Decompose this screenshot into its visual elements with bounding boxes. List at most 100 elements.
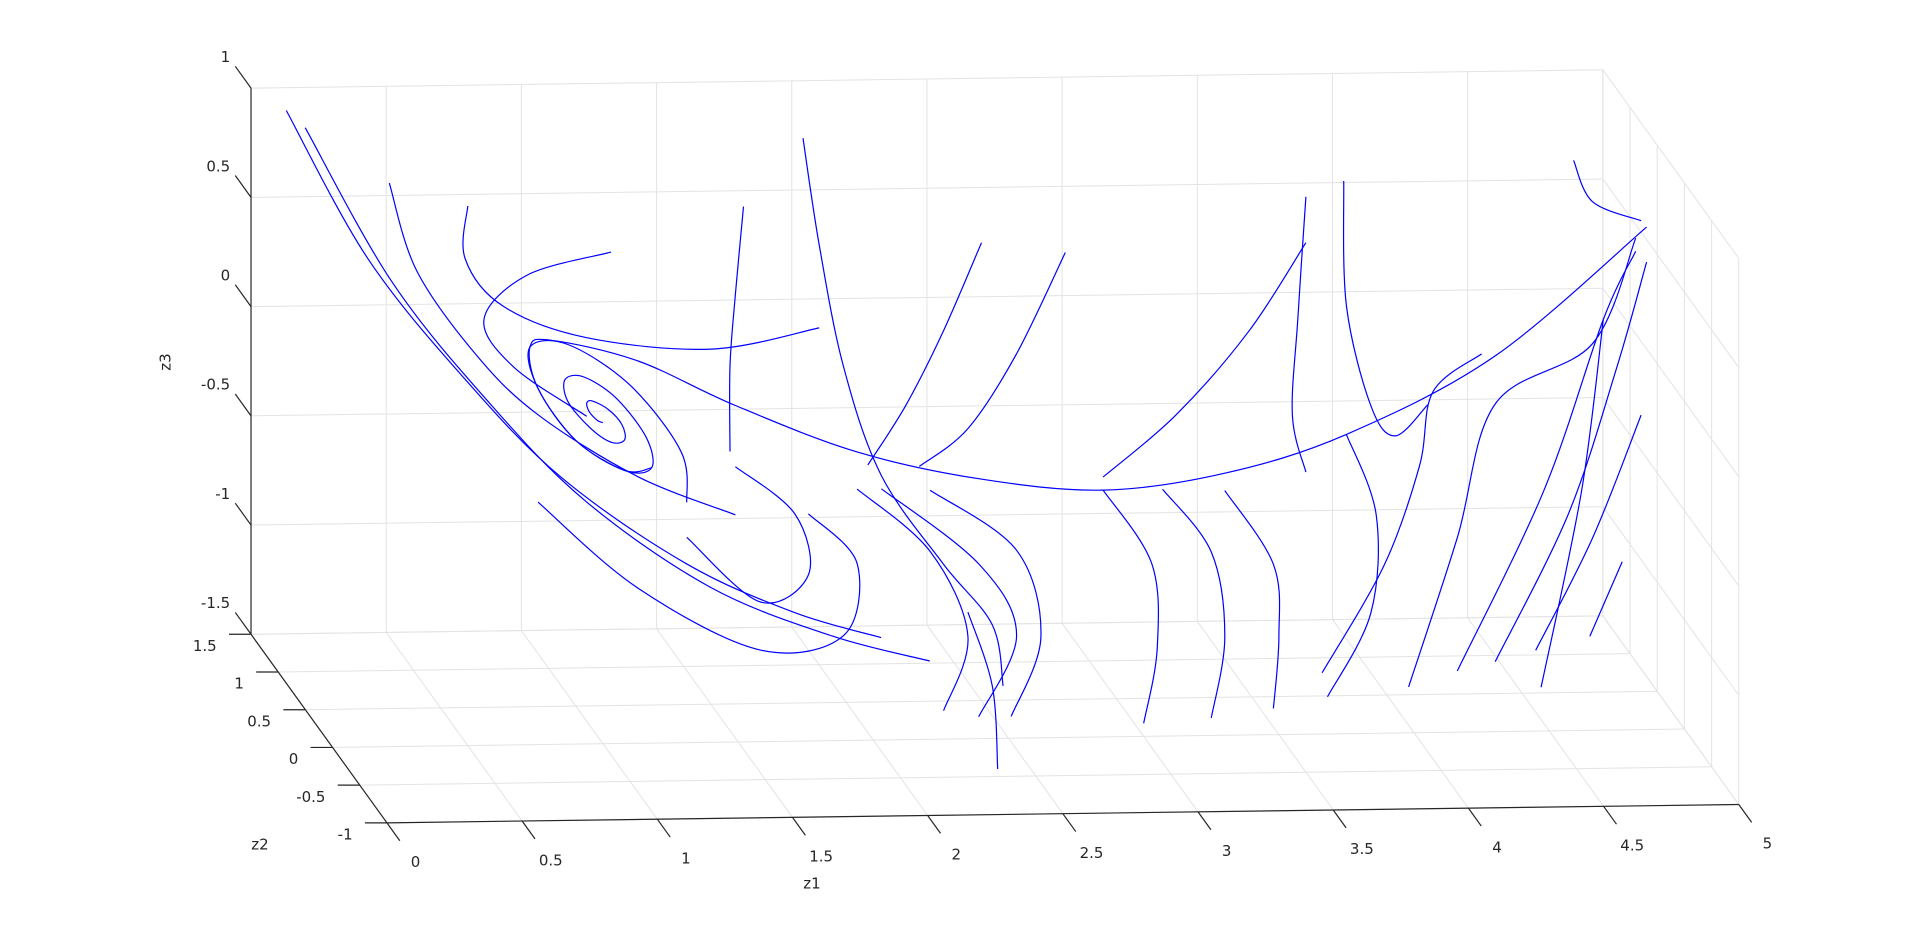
trajectory bbox=[918, 252, 1066, 467]
trajectory bbox=[729, 206, 745, 452]
trajectory bbox=[802, 138, 1004, 687]
trajectory bbox=[1408, 237, 1637, 688]
trajectory bbox=[1494, 261, 1648, 662]
trajectory bbox=[856, 488, 969, 711]
grid-line bbox=[656, 628, 793, 818]
z-tick-label: 0 bbox=[221, 267, 231, 285]
x-tick-label: 4.5 bbox=[1620, 837, 1644, 855]
trajectory bbox=[388, 182, 736, 516]
x-axis-label: z1 bbox=[803, 875, 820, 893]
trajectory bbox=[1456, 251, 1637, 672]
y-tick-label: 1 bbox=[234, 675, 244, 693]
z-tick-label: -1.5 bbox=[201, 594, 230, 612]
trajectory bbox=[304, 127, 930, 662]
grid-line bbox=[251, 287, 1603, 308]
trajectory bbox=[1162, 488, 1226, 719]
trajectory bbox=[867, 242, 983, 466]
trajectory bbox=[967, 611, 999, 770]
x-tick bbox=[656, 818, 671, 838]
z-axis-label: z3 bbox=[157, 353, 175, 370]
z-tick-label: 1 bbox=[221, 48, 231, 66]
grid-line bbox=[520, 630, 658, 820]
grid-line bbox=[251, 506, 1603, 526]
x-tick-label: 2.5 bbox=[1080, 844, 1104, 862]
z-tick-label: -0.5 bbox=[201, 376, 230, 394]
grid-line bbox=[1602, 506, 1740, 696]
x-tick bbox=[1062, 813, 1077, 832]
trajectory bbox=[462, 205, 820, 350]
trajectory bbox=[1102, 242, 1307, 478]
grid-line bbox=[251, 69, 1603, 89]
grid-line bbox=[251, 178, 1603, 198]
x-tick-label: 0.5 bbox=[539, 851, 563, 869]
grid-line bbox=[1602, 615, 1740, 805]
x-tick bbox=[1738, 804, 1753, 823]
x-tick bbox=[927, 815, 942, 834]
grid-line bbox=[1602, 69, 1740, 259]
x-tick-label: 3 bbox=[1222, 842, 1232, 860]
trajectory bbox=[1326, 434, 1379, 698]
y-tick-label: -0.5 bbox=[296, 788, 325, 806]
z-tick bbox=[234, 393, 252, 417]
x-tick bbox=[521, 820, 536, 840]
y-tick-label: 1.5 bbox=[193, 637, 217, 655]
trajectory bbox=[1102, 489, 1160, 724]
z-tick-label: 0.5 bbox=[206, 157, 230, 175]
x-tick-label: 1.5 bbox=[809, 848, 833, 866]
y-axis-label: z2 bbox=[251, 836, 268, 854]
x-tick-label: 3.5 bbox=[1350, 840, 1374, 858]
grid-line bbox=[251, 615, 1603, 635]
grid-line bbox=[1061, 622, 1199, 813]
z-tick bbox=[234, 65, 252, 89]
trajectory bbox=[1535, 414, 1642, 651]
grid-line bbox=[359, 766, 1712, 786]
trajectory bbox=[1224, 490, 1281, 709]
x-tick-label: 0 bbox=[411, 853, 421, 871]
grid-line bbox=[1332, 619, 1469, 809]
y-axis bbox=[250, 633, 388, 824]
trajectory bbox=[528, 226, 1647, 491]
x-tick bbox=[792, 816, 806, 836]
grid-line bbox=[332, 728, 1685, 748]
z-tick bbox=[234, 284, 252, 307]
trajectory bbox=[1589, 561, 1623, 637]
x-tick-label: 2 bbox=[952, 846, 962, 864]
trajectory bbox=[285, 110, 882, 639]
grid-line bbox=[1467, 617, 1604, 807]
x-tick bbox=[1603, 805, 1617, 825]
trajectory bbox=[929, 489, 1042, 717]
z-tick-label: -1 bbox=[215, 485, 230, 503]
grid-line bbox=[926, 624, 1064, 814]
x-tick bbox=[386, 822, 401, 842]
trajectory bbox=[1342, 180, 1429, 437]
x-tick-label: 1 bbox=[681, 849, 691, 867]
trajectory bbox=[527, 339, 688, 503]
trajectory bbox=[1321, 353, 1482, 674]
trajectory bbox=[1540, 319, 1604, 688]
trajectory bbox=[1573, 160, 1642, 222]
grid-line bbox=[1602, 178, 1740, 368]
z-tick bbox=[234, 612, 252, 635]
x-tick-label: 4 bbox=[1492, 838, 1502, 856]
y-tick-label: 0.5 bbox=[247, 712, 271, 730]
grid-line bbox=[385, 632, 523, 822]
y-tick-label: 0 bbox=[289, 750, 299, 768]
grid-line bbox=[305, 690, 1658, 711]
z-tick bbox=[234, 502, 252, 526]
z-tick bbox=[234, 175, 252, 198]
trajectory bbox=[1291, 196, 1307, 473]
grid-line bbox=[1196, 621, 1334, 811]
trajectory bbox=[881, 488, 1018, 718]
grid-line bbox=[1602, 397, 1740, 587]
grid-line bbox=[278, 653, 1631, 673]
grid-line bbox=[791, 626, 929, 816]
axes: 0 0.5 1 1.5 2 2.5 3 3.5 4 4.5 5 -1 -0.5 0 0.5 1 1.5 -1.5 -… bbox=[193, 48, 1772, 871]
x-tick bbox=[1332, 809, 1347, 829]
trajectory bbox=[537, 501, 861, 654]
x-tick bbox=[1197, 811, 1212, 831]
x-tick bbox=[1467, 807, 1482, 827]
grid-line bbox=[251, 396, 1603, 417]
x-tick-label: 5 bbox=[1763, 835, 1773, 853]
